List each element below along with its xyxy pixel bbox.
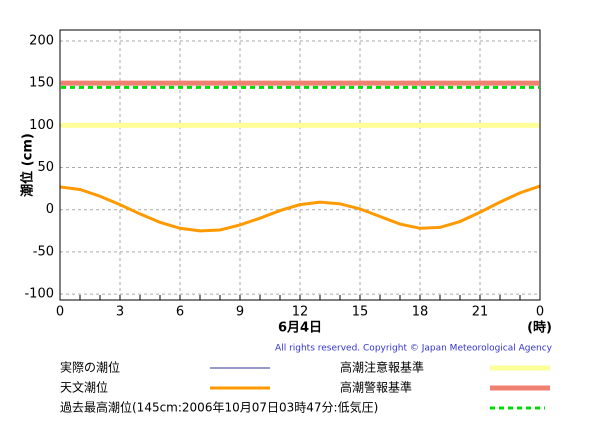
x-axis-label: 6月4日 xyxy=(278,321,322,336)
x-tick-label: 6 xyxy=(176,305,184,320)
legend-label: 高潮注意報基準 xyxy=(340,360,424,375)
x-tick-label: 12 xyxy=(292,305,309,320)
plot-border xyxy=(59,29,541,301)
x-tick-label: 9 xyxy=(236,305,244,320)
x-tick-label: 0 xyxy=(56,305,64,320)
y-tick-label: 50 xyxy=(37,160,54,175)
x-tick-label: 3 xyxy=(116,305,124,320)
x-tick-label: 0 xyxy=(536,305,544,320)
x-tick-label: 21 xyxy=(472,305,489,320)
series-line xyxy=(59,184,541,233)
y-tick-label: 0 xyxy=(46,202,54,217)
y-axis-label: 潮位 (cm) xyxy=(20,133,36,197)
y-tick-label: -50 xyxy=(33,244,54,259)
x-tick-label: 18 xyxy=(412,305,429,320)
x-tick-label: 15 xyxy=(352,305,369,320)
legend-label: 過去最高潮位(145cm:2006年10月07日03時47分:低気圧) xyxy=(60,400,378,415)
y-tick-label: -100 xyxy=(24,287,54,302)
y-tick-label: 100 xyxy=(29,118,54,133)
y-tick-label: 200 xyxy=(29,33,54,48)
y-tick-label: 150 xyxy=(29,76,54,91)
legend-label: 高潮警報基準 xyxy=(340,380,412,395)
legend-label: 実際の潮位 xyxy=(60,360,120,375)
copyright: All rights reserved. Copyright © Japan M… xyxy=(275,344,553,354)
x-axis-unit: (時) xyxy=(527,320,552,336)
legend-label: 天文潮位 xyxy=(60,380,108,395)
